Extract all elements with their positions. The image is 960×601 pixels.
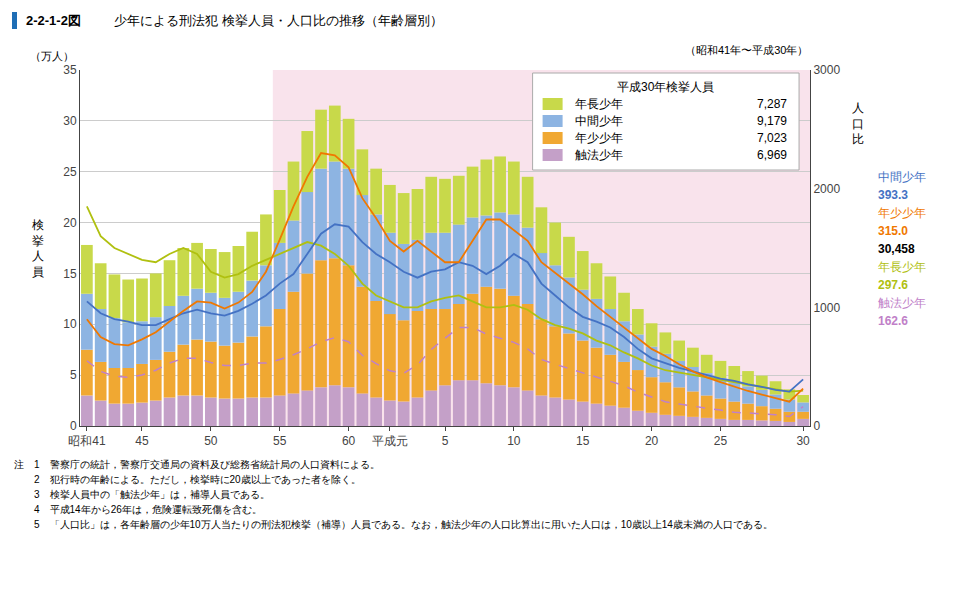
svg-text:393.3: 393.3 — [878, 188, 908, 202]
svg-text:25: 25 — [63, 165, 77, 179]
svg-text:年少少年: 年少少年 — [878, 206, 926, 220]
svg-text:45: 45 — [135, 434, 149, 448]
svg-text:9,179: 9,179 — [757, 114, 787, 128]
svg-text:5: 5 — [70, 368, 77, 382]
svg-text:年長少年: 年長少年 — [878, 260, 926, 274]
svg-text:3 検挙人員中の「触法少年」は，補導人員である。: 3 検挙人員中の「触法少年」は，補導人員である。 — [14, 489, 270, 500]
svg-text:15: 15 — [576, 434, 590, 448]
svg-text:5 「人口比」は，各年齢層の少年10万人当たりの刑法犯検挙（: 5 「人口比」は，各年齢層の少年10万人当たりの刑法犯検挙（補導）人員である。な… — [14, 519, 773, 530]
svg-text:2000: 2000 — [813, 182, 840, 196]
svg-text:297.6: 297.6 — [878, 278, 908, 292]
svg-text:30: 30 — [63, 114, 77, 128]
svg-text:50: 50 — [204, 434, 218, 448]
svg-text:昭和41: 昭和41 — [68, 434, 106, 448]
svg-text:55: 55 — [273, 434, 287, 448]
svg-text:2 犯行時の年齢による。ただし，検挙時に20歳以上であった者: 2 犯行時の年齢による。ただし，検挙時に20歳以上であった者を除く。 — [14, 474, 361, 485]
svg-text:4 平成14年から26年は，危険運転致死傷を含む。: 4 平成14年から26年は，危険運転致死傷を含む。 — [14, 504, 262, 515]
svg-text:5: 5 — [442, 434, 449, 448]
svg-text:1000: 1000 — [813, 301, 840, 315]
svg-text:年長少年: 年長少年 — [575, 97, 623, 111]
svg-text:（昭和41年〜平成30年）: （昭和41年〜平成30年） — [685, 44, 808, 56]
svg-text:平成元: 平成元 — [372, 434, 408, 448]
svg-text:7,023: 7,023 — [757, 131, 787, 145]
svg-text:15: 15 — [63, 267, 77, 281]
svg-text:315.0: 315.0 — [878, 224, 908, 238]
svg-text:6,969: 6,969 — [757, 148, 787, 162]
svg-text:30,458: 30,458 — [878, 242, 915, 256]
svg-text:162.6: 162.6 — [878, 314, 908, 328]
svg-text:平成30年検挙人員: 平成30年検挙人員 — [617, 80, 714, 94]
svg-text:0: 0 — [70, 419, 77, 433]
svg-text:60: 60 — [342, 434, 356, 448]
svg-text:25: 25 — [714, 434, 728, 448]
svg-text:30: 30 — [796, 434, 810, 448]
svg-text:少年による刑法犯 検挙人員・人口比の推移（年齢層別）: 少年による刑法犯 検挙人員・人口比の推移（年齢層別） — [114, 13, 443, 28]
svg-text:7,287: 7,287 — [757, 97, 787, 111]
svg-text:中間少年: 中間少年 — [878, 170, 926, 184]
svg-text:中間少年: 中間少年 — [575, 114, 623, 128]
svg-text:（万人）: （万人） — [30, 50, 74, 62]
svg-text:20: 20 — [645, 434, 659, 448]
svg-text:検挙人員: 検挙人員 — [32, 218, 44, 279]
svg-text:触法少年: 触法少年 — [575, 148, 623, 162]
svg-text:年少少年: 年少少年 — [575, 131, 623, 145]
svg-text:触法少年: 触法少年 — [878, 296, 926, 310]
svg-text:人口比: 人口比 — [852, 101, 864, 146]
svg-text:2-2-1-2図: 2-2-1-2図 — [26, 13, 81, 28]
svg-text:35: 35 — [63, 63, 77, 77]
svg-text:20: 20 — [63, 216, 77, 230]
svg-text:0: 0 — [813, 419, 820, 433]
svg-text:10: 10 — [63, 317, 77, 331]
svg-text:10: 10 — [507, 434, 521, 448]
svg-text:3000: 3000 — [813, 63, 840, 77]
svg-text:注 1 警察庁の統計，警察庁交通局の資料及び総務省統計局の人: 注 1 警察庁の統計，警察庁交通局の資料及び総務省統計局の人口資料による。 — [14, 459, 380, 470]
